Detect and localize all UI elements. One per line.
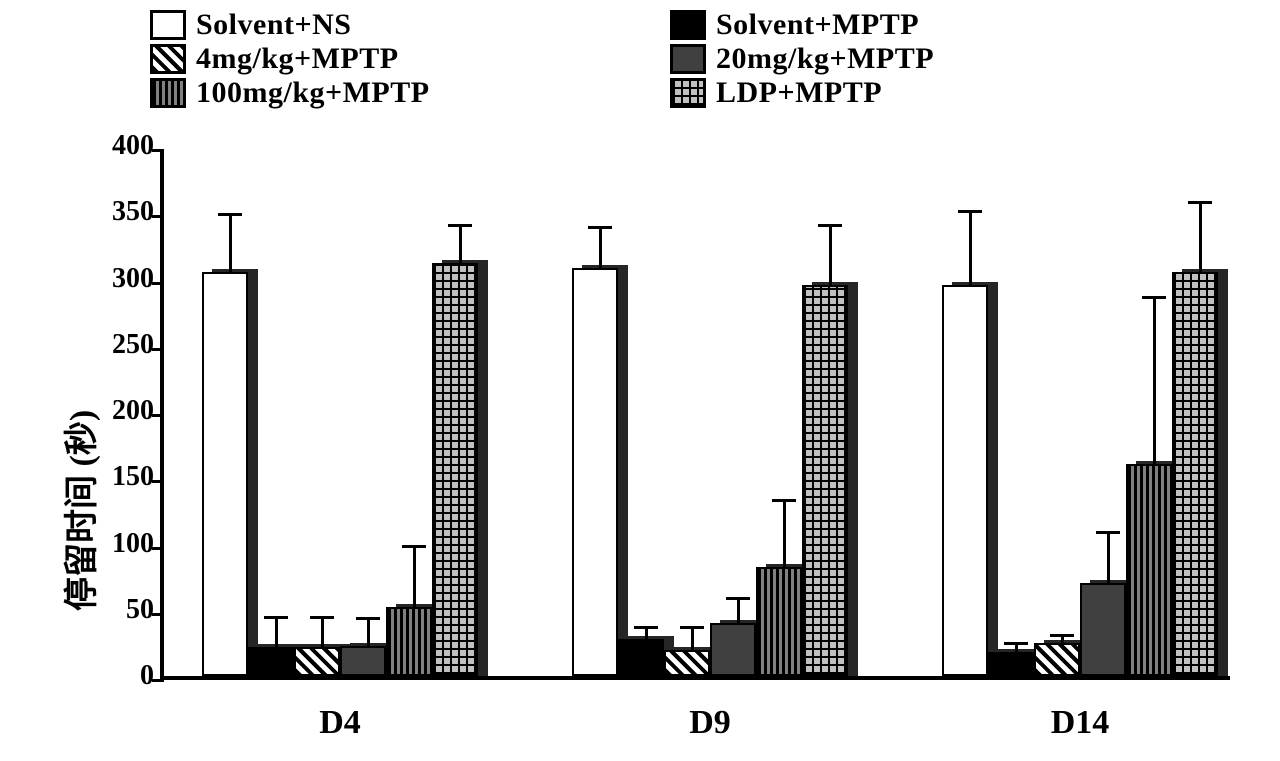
error-bar: [969, 212, 972, 285]
error-cap: [356, 617, 380, 620]
bar: [294, 647, 340, 676]
bar: [1034, 643, 1080, 676]
error-bar: [459, 226, 462, 263]
x-category-label: D4: [319, 704, 361, 742]
error-cap: [1188, 201, 1212, 204]
bar: [942, 285, 988, 676]
legend-item: Solvent+MPTP: [670, 8, 1150, 42]
bar: [572, 268, 618, 676]
y-tick-label: 300: [112, 263, 154, 295]
error-bar: [599, 228, 602, 268]
y-tick-label: 350: [112, 196, 154, 228]
bar: [664, 650, 710, 677]
y-tick-label: 0: [140, 660, 154, 692]
bar: [756, 567, 802, 676]
error-cap: [772, 499, 796, 502]
y-tick-label: 200: [112, 395, 154, 427]
bar: [1126, 464, 1172, 676]
error-cap: [402, 545, 426, 548]
legend-swatch: [150, 78, 186, 108]
error-bar: [737, 599, 740, 623]
bar: [618, 639, 664, 676]
bar: [248, 647, 294, 676]
y-tick-label: 50: [126, 594, 154, 626]
y-axis-label: 停留时间 (秒): [54, 410, 103, 611]
legend-label: LDP+MPTP: [716, 76, 882, 110]
error-cap: [588, 226, 612, 229]
error-bar: [275, 618, 278, 647]
legend-item: 4mg/kg+MPTP: [150, 42, 630, 76]
error-bar: [413, 547, 416, 607]
legend-label: 4mg/kg+MPTP: [196, 42, 399, 76]
y-tick-label: 100: [112, 528, 154, 560]
legend-item: LDP+MPTP: [670, 76, 1150, 110]
legend-swatch: [150, 10, 186, 40]
y-tick-label: 150: [112, 461, 154, 493]
error-bar: [645, 628, 648, 639]
error-bar: [229, 215, 232, 272]
error-cap: [958, 210, 982, 213]
x-category-label: D14: [1051, 704, 1110, 742]
bar: [1080, 583, 1126, 676]
error-cap: [1142, 296, 1166, 299]
error-bar: [691, 628, 694, 649]
error-cap: [448, 224, 472, 227]
legend-item: 100mg/kg+MPTP: [150, 76, 630, 110]
error-cap: [634, 626, 658, 629]
bar: [432, 263, 478, 676]
legend: Solvent+NS Solvent+MPTP 4mg/kg+MPTP 20mg/kg…: [150, 8, 1150, 110]
error-bar: [367, 619, 370, 646]
error-cap: [1050, 634, 1074, 637]
bar: [340, 646, 386, 676]
y-tick-label: 250: [112, 329, 154, 361]
y-tick-label: 400: [112, 130, 154, 162]
error-cap: [310, 616, 334, 619]
legend-swatch: [150, 44, 186, 74]
bar: [202, 272, 248, 676]
error-bar: [1153, 298, 1156, 464]
bar-chart: Solvent+NS Solvent+MPTP 4mg/kg+MPTP 20mg/kg…: [0, 0, 1280, 761]
legend-item: Solvent+NS: [150, 8, 630, 42]
bar: [1172, 272, 1218, 676]
bar: [802, 285, 848, 676]
error-cap: [680, 626, 704, 629]
error-bar: [1015, 644, 1018, 652]
error-cap: [818, 224, 842, 227]
legend-swatch: [670, 78, 706, 108]
legend-label: Solvent+MPTP: [716, 8, 919, 42]
bar: [386, 607, 432, 676]
legend-item: 20mg/kg+MPTP: [670, 42, 1150, 76]
error-bar: [829, 226, 832, 286]
error-cap: [1004, 642, 1028, 645]
error-bar: [321, 618, 324, 647]
error-cap: [1096, 531, 1120, 534]
legend-label: Solvent+NS: [196, 8, 351, 42]
error-bar: [1199, 203, 1202, 272]
legend-label: 100mg/kg+MPTP: [196, 76, 430, 110]
bar: [710, 623, 756, 676]
error-cap: [264, 616, 288, 619]
legend-label: 20mg/kg+MPTP: [716, 42, 934, 76]
plot-area: 停留时间 (秒) 050100150200250300350400D4D9D14: [160, 150, 1230, 680]
legend-swatch: [670, 44, 706, 74]
error-cap: [726, 597, 750, 600]
bar: [988, 652, 1034, 676]
error-bar: [783, 501, 786, 567]
x-category-label: D9: [689, 704, 731, 742]
error-bar: [1107, 533, 1110, 583]
legend-swatch: [670, 10, 706, 40]
error-cap: [218, 213, 242, 216]
